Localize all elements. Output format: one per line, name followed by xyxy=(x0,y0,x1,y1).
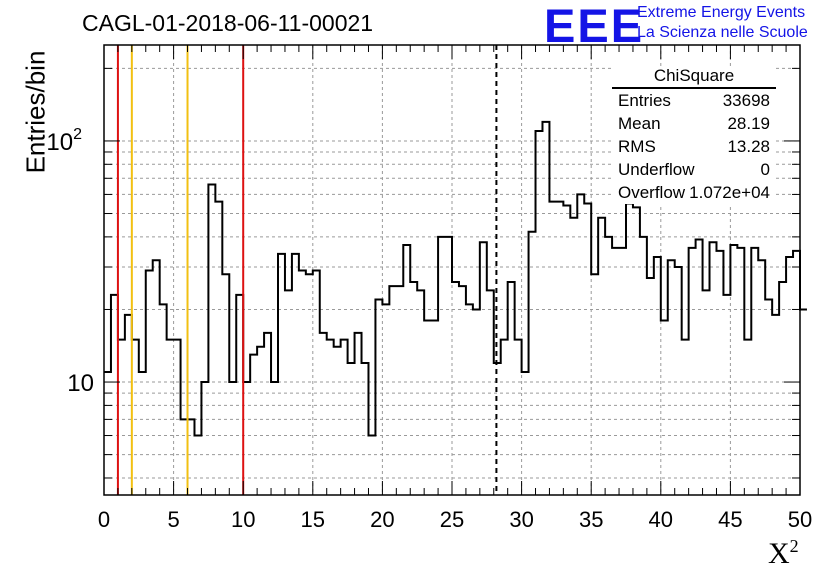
x-tick-label: 10 xyxy=(231,507,255,532)
stats-value: 28.19 xyxy=(727,114,770,133)
x-tick-label: 45 xyxy=(718,507,742,532)
stats-row-overflow: Overflow 1.072e+04 xyxy=(612,181,776,204)
logo-letters: EEE xyxy=(544,0,645,52)
stats-key: Mean xyxy=(618,114,661,133)
y-tick-label: 102 xyxy=(46,126,82,156)
x-tick-label: 0 xyxy=(98,507,110,532)
stats-value: 0 xyxy=(760,160,770,179)
logo-text-line2: La Scienza nelle Scuole xyxy=(637,24,808,41)
stats-key: Overflow xyxy=(618,183,686,202)
x-axis-label-base: X xyxy=(768,537,790,570)
x-tick-label: 50 xyxy=(788,507,812,532)
x-axis-label-sup: 2 xyxy=(789,536,799,556)
x-tick-label: 35 xyxy=(579,507,603,532)
x-tick-label: 15 xyxy=(301,507,325,532)
histogram-line xyxy=(104,120,807,437)
stats-title: ChiSquare xyxy=(612,66,776,89)
x-tick-label: 20 xyxy=(370,507,394,532)
y-axis-label: Entries/bin xyxy=(20,50,51,174)
stats-value: 13.28 xyxy=(727,137,770,156)
logo-text-line1: Extreme Energy Events xyxy=(637,4,806,21)
stats-box: ChiSquare Entries 33698 Mean 28.19 RMS 1… xyxy=(612,66,776,204)
stats-key: Entries xyxy=(618,91,671,110)
plot-title: CAGL-01-2018-06-11-00021 xyxy=(82,10,374,36)
x-tick-label: 5 xyxy=(167,507,179,532)
stats-row-rms: RMS 13.28 xyxy=(612,135,776,158)
x-axis-label: X2 xyxy=(768,536,799,571)
stats-value: 33698 xyxy=(722,91,770,110)
stats-row-mean: Mean 28.19 xyxy=(612,112,776,135)
y-tick-label: 10 xyxy=(67,370,94,397)
stats-row-entries: Entries 33698 xyxy=(612,89,776,112)
stats-key: RMS xyxy=(618,137,656,156)
stats-key: Underflow xyxy=(618,160,695,179)
stats-value: 1.072e+04 xyxy=(689,183,770,202)
x-tick-label: 25 xyxy=(440,507,464,532)
stats-row-underflow: Underflow 0 xyxy=(612,158,776,181)
x-tick-label: 30 xyxy=(509,507,533,532)
x-tick-label: 40 xyxy=(649,507,673,532)
